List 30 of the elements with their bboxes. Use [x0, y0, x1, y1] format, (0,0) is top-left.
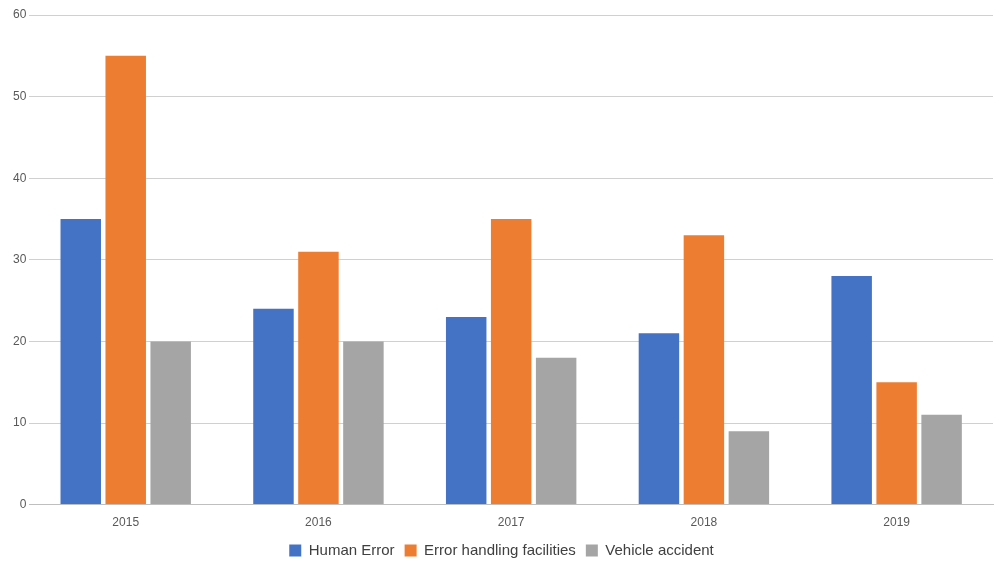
x-tick-label: 2017 — [497, 515, 525, 530]
bar — [535, 357, 577, 505]
y-tick-label: 30 — [12, 252, 27, 267]
bar — [445, 316, 487, 505]
y-tick-label: 60 — [12, 7, 27, 22]
bar — [728, 431, 770, 505]
y-tick-label: 50 — [12, 88, 27, 103]
bar — [490, 219, 532, 505]
y-tick-label: 10 — [12, 415, 27, 430]
x-tick-label: 2015 — [112, 515, 140, 530]
y-tick-label: 20 — [12, 333, 27, 348]
legend-label: Error handling facilities — [424, 540, 576, 558]
bar — [150, 341, 191, 505]
bar — [831, 276, 872, 505]
x-tick-label: 2019 — [883, 515, 911, 530]
bar — [921, 414, 962, 505]
bar — [343, 341, 384, 505]
bar — [105, 55, 146, 505]
bar — [876, 382, 917, 505]
x-tick-label: 2018 — [690, 515, 718, 530]
y-tick-label: 40 — [12, 170, 27, 185]
bar — [298, 251, 339, 505]
x-tick-label: 2016 — [305, 515, 333, 530]
bar — [60, 219, 101, 505]
y-tick-label: 0 — [19, 496, 27, 511]
legend-label: Human Error — [308, 540, 395, 558]
legend-label: Vehicle accident — [605, 540, 715, 558]
bar — [683, 235, 725, 505]
bar — [253, 308, 294, 505]
bar — [638, 333, 680, 505]
